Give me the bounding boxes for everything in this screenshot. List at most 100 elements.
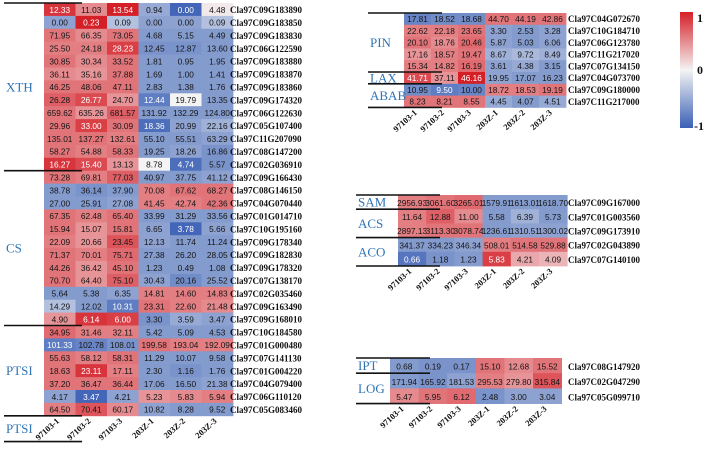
heatmap-cell [107, 235, 139, 249]
heatmap-cell [475, 358, 505, 374]
gene-family-label: ACS [358, 216, 383, 231]
heatmap-cell [201, 144, 234, 159]
heatmap-cell [138, 28, 171, 43]
heatmap-cell [201, 222, 234, 236]
cell-value: 137.27 [79, 134, 105, 144]
heatmap-cell [201, 364, 234, 378]
cell-value: 17.07 [515, 73, 536, 83]
cell-value: 3.04 [539, 392, 556, 402]
cell-value: 4.38 [517, 61, 534, 71]
cell-value: 37.90 [112, 185, 133, 195]
heatmap-cell [107, 402, 139, 417]
heatmap-cell [75, 235, 108, 249]
heatmap-cell [390, 358, 419, 374]
heatmap-cell [431, 95, 459, 108]
cell-value: 0.66 [404, 255, 421, 265]
cell-value: 15.07 [81, 224, 102, 234]
gene-label: Cla97C09G178340 [230, 237, 303, 247]
heatmap-cell [170, 235, 202, 249]
cell-value: 33.56 [207, 211, 228, 221]
cell-value: 16.27 [49, 160, 70, 170]
cell-value: 36.42 [81, 263, 102, 273]
cell-value: 42.74 [175, 198, 196, 208]
heatmap-cell [482, 251, 512, 267]
heatmap-cell [201, 183, 234, 197]
heatmap-cell [170, 119, 202, 133]
cell-value: 20.99 [175, 121, 196, 131]
cell-value: 14.83 [207, 289, 228, 299]
cell-value: 1613.01 [510, 198, 540, 208]
heatmap-cell [398, 195, 427, 210]
gene-label: Cla97C06G122590 [230, 44, 303, 54]
cell-value: 30.34 [81, 56, 102, 66]
heatmap-cell [512, 83, 540, 96]
cell-value: 3.15 [544, 61, 561, 71]
cell-value: 12.45 [144, 44, 165, 54]
heatmap-cell [138, 235, 171, 249]
cell-value: 44.19 [515, 14, 536, 24]
heatmap-cell [404, 72, 432, 85]
gene-label: Cla97C10G184710 [568, 26, 641, 36]
cell-value: 15.34 [407, 61, 428, 71]
heatmap-cell [512, 60, 540, 73]
cell-value: 46.16 [461, 73, 482, 83]
heatmap-cell [431, 72, 459, 85]
heatmap-cell [482, 223, 512, 238]
gene-family-label: ACO [358, 244, 385, 259]
cell-value: 0.49 [178, 263, 195, 273]
cell-value: 13.60 [207, 44, 228, 54]
gene-label: Cla97C09G163490 [230, 302, 303, 312]
cell-value: 165.92 [420, 377, 446, 387]
column-label: 203Z-2 [161, 416, 187, 440]
heatmap-cell [107, 364, 139, 378]
cell-value: 3.78 [178, 224, 195, 234]
cell-value: 41.45 [144, 198, 165, 208]
column-label: 203Z-2 [501, 266, 527, 290]
cell-value: 6.14 [83, 314, 100, 324]
cell-value: 67.35 [49, 211, 70, 221]
cell-value: 26.28 [49, 95, 70, 105]
heatmap-cell [539, 60, 567, 73]
heatmap-cell [539, 209, 568, 224]
heatmap-cell [138, 93, 171, 107]
heatmap-cell [75, 106, 108, 120]
cell-value: 45.10 [112, 263, 133, 273]
heatmap-cell [138, 3, 171, 17]
gene-family-label: CS [6, 241, 22, 256]
heatmap-cell [170, 15, 202, 30]
cell-value: 8.28 [178, 405, 195, 415]
heatmap-cell [170, 54, 202, 68]
heatmap-cell [170, 157, 202, 172]
heatmap-cell [485, 83, 513, 96]
heatmap-cell [485, 60, 513, 73]
cell-value: 4.53 [209, 327, 226, 337]
heatmap-cell [404, 36, 432, 49]
heatmap-cell [44, 390, 76, 404]
column-label: 203Z-3 [193, 416, 219, 440]
cell-value: 9.52 [209, 405, 226, 415]
cell-value: 60.17 [112, 405, 133, 415]
heatmap-cell [170, 144, 202, 159]
cell-value: 18.36 [144, 121, 165, 131]
column-label: 203Z-1 [474, 107, 500, 131]
heatmap-cell [75, 3, 108, 17]
heatmap-cell [201, 312, 234, 326]
heatmap-cell [454, 251, 483, 267]
heatmap-cell [107, 299, 139, 313]
heatmap-cell [107, 183, 139, 197]
heatmap-cell [44, 80, 76, 94]
heatmap-cell [201, 402, 234, 417]
cell-value: 5.95 [425, 392, 442, 402]
cell-value: 14.81 [144, 289, 165, 299]
cell-value: 37.75 [175, 173, 196, 183]
heatmap-cell [458, 48, 486, 61]
cell-value: 75.71 [112, 250, 133, 260]
gene-label: Cla97C09G173910 [568, 226, 641, 236]
cell-value: 20.16 [175, 276, 196, 286]
heatmap-cell [44, 338, 76, 352]
cell-value: 17.81 [407, 14, 428, 24]
heatmap-cell [138, 222, 171, 236]
heatmap-cell [539, 223, 568, 238]
cell-value: 30.85 [49, 56, 70, 66]
gene-label: Cla97C01G004220 [230, 366, 303, 376]
